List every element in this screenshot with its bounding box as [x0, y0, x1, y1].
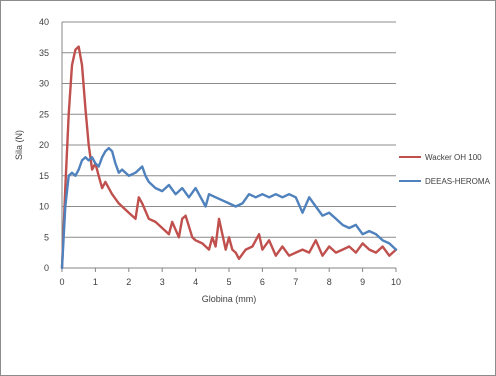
gridlines	[62, 21, 396, 238]
series-line-0	[60, 45, 398, 270]
y-axis-label: Sila (N)	[14, 130, 24, 160]
x-tick-label: 5	[226, 277, 231, 287]
x-tick-label: 6	[260, 277, 265, 287]
x-tick-label: 3	[160, 277, 165, 287]
x-tick-labels: 0 1 2 3 4 5 6 7 8 9 10	[59, 268, 401, 287]
x-tick-label: 7	[293, 277, 298, 287]
x-tick-label: 4	[193, 277, 198, 287]
x-axis-label: Globina (mm)	[202, 294, 257, 304]
y-tick-label: 25	[39, 109, 49, 119]
y-tick-label: 15	[39, 171, 49, 181]
y-tick-label: 10	[39, 202, 49, 212]
y-tick-label: 20	[39, 140, 49, 150]
x-tick-label: 10	[391, 277, 401, 287]
series-line-1	[60, 146, 398, 270]
y-tick-labels: 0 5 10 15 20 25 30 35 40	[39, 17, 49, 273]
x-tick-label: 1	[93, 277, 98, 287]
y-tick-label: 0	[44, 263, 49, 273]
legend-label-deeas: DEEAS-HEROMA	[425, 177, 491, 186]
y-tick-label: 5	[44, 232, 49, 242]
y-tick-label: 40	[39, 17, 49, 27]
legend-label-wacker: Wacker OH 100	[425, 153, 482, 162]
legend-item-wacker: Wacker OH 100	[399, 153, 482, 162]
x-tick-label: 0	[59, 277, 64, 287]
y-tick-label: 30	[39, 79, 49, 89]
legend: Wacker OH 100 DEEAS-HEROMA	[399, 153, 491, 186]
legend-item-deeas: DEEAS-HEROMA	[399, 177, 491, 186]
x-tick-label: 9	[360, 277, 365, 287]
series-lines	[60, 45, 398, 270]
x-tick-label: 2	[126, 277, 131, 287]
x-tick-label: 8	[327, 277, 332, 287]
y-tick-label: 35	[39, 48, 49, 58]
